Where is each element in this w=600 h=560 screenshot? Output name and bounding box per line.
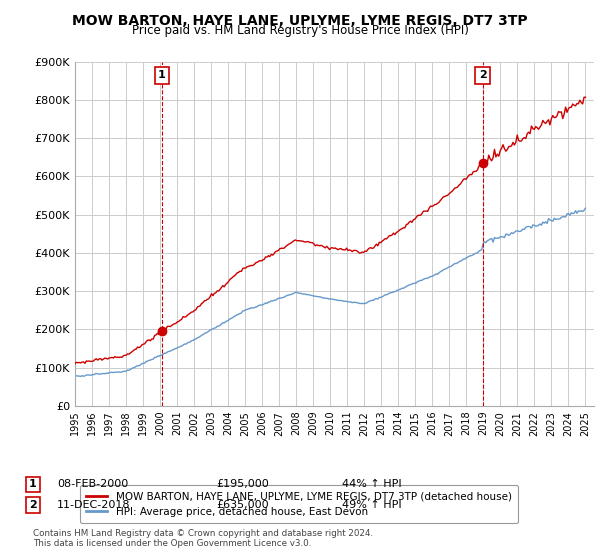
Text: 44% ↑ HPI: 44% ↑ HPI: [342, 479, 401, 489]
Text: £635,000: £635,000: [216, 500, 269, 510]
Text: 1: 1: [158, 71, 166, 81]
Legend: MOW BARTON, HAYE LANE, UPLYME, LYME REGIS, DT7 3TP (detached house), HPI: Averag: MOW BARTON, HAYE LANE, UPLYME, LYME REGI…: [80, 486, 518, 523]
Text: 2: 2: [479, 71, 487, 81]
Text: 49% ↑ HPI: 49% ↑ HPI: [342, 500, 401, 510]
Text: Contains HM Land Registry data © Crown copyright and database right 2024.: Contains HM Land Registry data © Crown c…: [33, 529, 373, 538]
Text: This data is licensed under the Open Government Licence v3.0.: This data is licensed under the Open Gov…: [33, 539, 311, 548]
Text: £195,000: £195,000: [216, 479, 269, 489]
Text: Price paid vs. HM Land Registry's House Price Index (HPI): Price paid vs. HM Land Registry's House …: [131, 24, 469, 37]
Text: MOW BARTON, HAYE LANE, UPLYME, LYME REGIS, DT7 3TP: MOW BARTON, HAYE LANE, UPLYME, LYME REGI…: [72, 14, 528, 28]
Text: 08-FEB-2000: 08-FEB-2000: [57, 479, 128, 489]
Text: 11-DEC-2018: 11-DEC-2018: [57, 500, 131, 510]
Text: 2: 2: [29, 500, 37, 510]
Text: 1: 1: [29, 479, 37, 489]
